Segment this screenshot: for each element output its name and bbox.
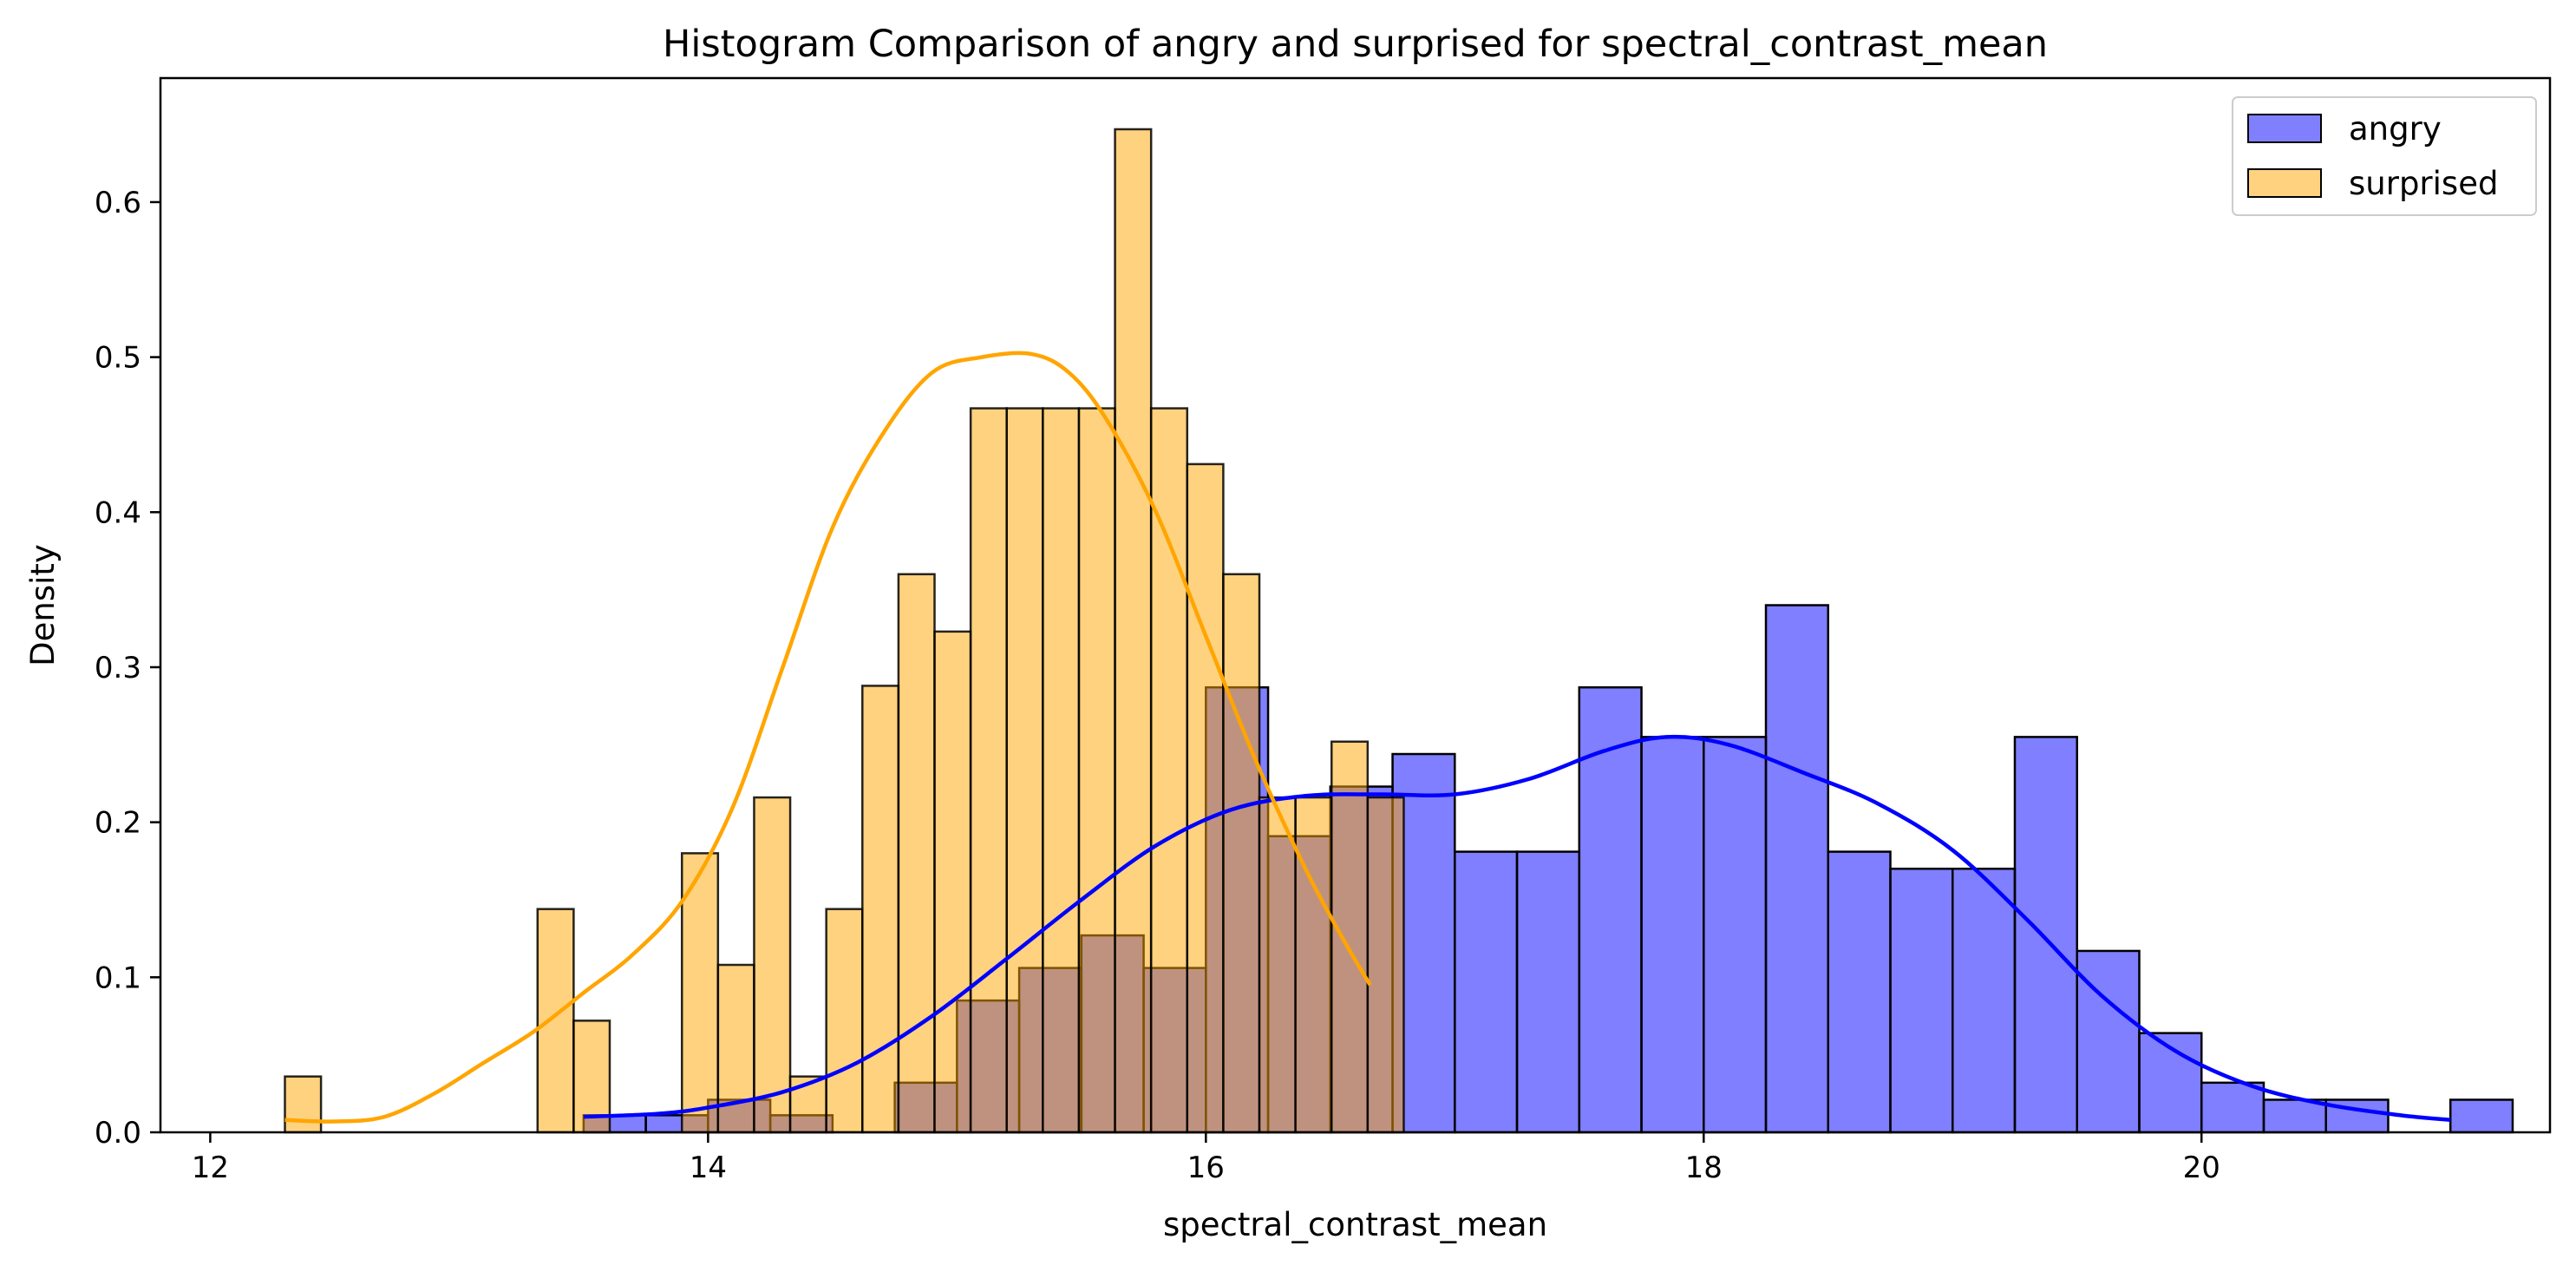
bar-angry — [1764, 604, 1830, 1134]
bar-surprised — [897, 573, 936, 1134]
bar-angry — [2262, 1098, 2327, 1134]
y-tick-label: 0.1 — [95, 961, 141, 995]
y-tick-label: 0.0 — [95, 1116, 141, 1151]
bar-angry — [1640, 736, 1705, 1134]
bar-angry — [1952, 868, 2017, 1134]
bar-surprised — [536, 908, 575, 1134]
bar-surprised — [1114, 128, 1153, 1134]
y-tick-label: 0.6 — [95, 186, 141, 220]
x-tick-label: 20 — [2183, 1151, 2220, 1185]
bar-angry — [1827, 850, 1892, 1134]
plot-frame — [159, 76, 2552, 1134]
legend-swatch-surprised — [2247, 168, 2322, 198]
bar-angry — [1703, 736, 1768, 1134]
x-axis-title: spectral_contrast_mean — [1163, 1206, 1547, 1243]
bar-surprised — [1330, 740, 1370, 1134]
y-tick-label: 0.2 — [95, 806, 141, 841]
bar-surprised — [1258, 796, 1297, 1134]
bar-surprised — [1366, 796, 1405, 1134]
bar-surprised — [969, 407, 1008, 1134]
ticks-layer: 12 14 16 18 20 0.0 0.1 0.2 0.3 0.4 0.5 0.6 — [95, 186, 2220, 1185]
bar-surprised — [825, 908, 864, 1134]
bar-surprised — [1222, 573, 1261, 1134]
bars-layer — [284, 128, 2514, 1134]
bar-surprised — [1186, 462, 1225, 1134]
bar-angry — [2449, 1098, 2514, 1134]
legend-label-angry: angry — [2349, 110, 2442, 148]
bar-angry — [2013, 736, 2078, 1134]
x-tick-label: 18 — [1685, 1151, 1723, 1185]
legend: angry surprised — [2232, 96, 2537, 216]
bar-surprised — [933, 630, 972, 1134]
bar-angry — [2200, 1081, 2265, 1134]
x-tick-label: 16 — [1187, 1151, 1225, 1185]
bar-surprised — [1042, 407, 1081, 1134]
kde-layer — [284, 351, 2451, 1124]
bar-angry — [2076, 949, 2141, 1134]
x-tick-label: 12 — [192, 1151, 229, 1185]
bar-surprised — [753, 796, 792, 1134]
bar-angry — [1515, 850, 1581, 1134]
bar-surprised — [861, 685, 900, 1134]
bar-angry — [1454, 850, 1519, 1134]
bar-surprised — [716, 963, 755, 1134]
bar-surprised — [284, 1075, 323, 1134]
y-tick-label: 0.4 — [95, 495, 141, 530]
bar-surprised — [1294, 796, 1333, 1134]
bar-surprised — [1077, 407, 1116, 1134]
y-axis-title: Density — [24, 544, 62, 666]
x-tick-label: 14 — [690, 1151, 727, 1185]
bar-surprised — [1005, 407, 1044, 1134]
bar-angry — [1578, 685, 1643, 1134]
legend-label-surprised: surprised — [2349, 165, 2498, 202]
kde-curve-angry — [583, 734, 2451, 1122]
bar-angry — [1889, 868, 1954, 1134]
y-tick-label: 0.5 — [95, 341, 141, 376]
legend-swatch-angry — [2247, 114, 2322, 143]
chart-title: Histogram Comparison of angry and surpri… — [663, 23, 2048, 66]
kde-curve-surprised — [284, 351, 1372, 1124]
y-tick-label: 0.3 — [95, 651, 141, 685]
